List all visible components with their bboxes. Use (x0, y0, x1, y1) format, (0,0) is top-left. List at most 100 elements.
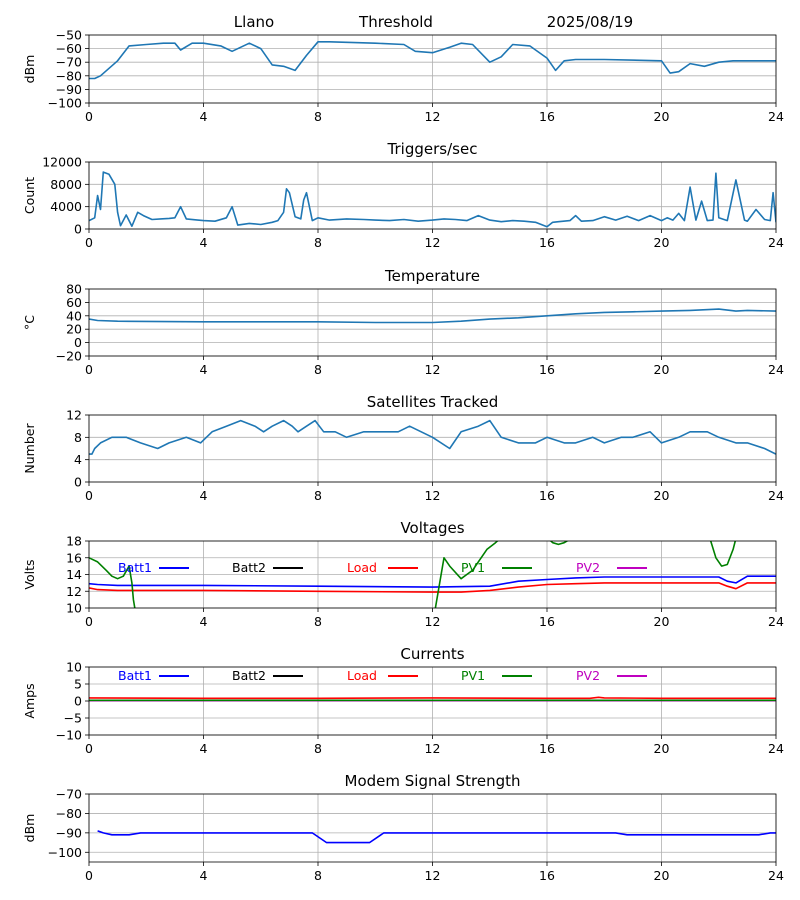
x-tick-label: 0 (85, 362, 93, 377)
series-line-modem (97, 830, 776, 844)
header-station: Llano (234, 13, 274, 31)
x-tick-label: 0 (85, 235, 93, 250)
x-tick-label: 24 (768, 614, 784, 629)
x-tick-label: 4 (200, 614, 208, 629)
panel-title: Triggers/sec (387, 140, 478, 158)
x-tick-label: 8 (314, 362, 322, 377)
y-tick-label: −100 (48, 845, 82, 860)
y-tick-label: −90 (56, 825, 82, 840)
x-tick-label: 24 (768, 235, 784, 250)
y-tick-label: 0 (74, 222, 82, 237)
axes-frame (88, 793, 777, 863)
panel-title: Modem Signal Strength (345, 772, 521, 790)
x-tick-label: 16 (539, 488, 555, 503)
y-tick-label: 0 (74, 475, 82, 490)
x-tick-label: 8 (314, 741, 322, 756)
legend-label: Batt2 (232, 668, 266, 683)
axes-frame (88, 540, 777, 609)
x-tick-label: 0 (85, 488, 93, 503)
y-tick-label: 5 (74, 677, 82, 692)
x-tick-label: 12 (425, 741, 441, 756)
legend-label: PV2 (576, 668, 600, 683)
x-tick-label: 4 (200, 109, 208, 124)
y-tick-label: −80 (56, 68, 82, 83)
y-tick-label: 12 (66, 584, 82, 599)
legend-label: Load (347, 560, 377, 575)
axes-frame (88, 666, 777, 736)
x-tick-label: 20 (654, 614, 670, 629)
x-tick-label: 20 (654, 741, 670, 756)
y-axis-label: Count (22, 177, 37, 214)
panel-title: Temperature (384, 267, 480, 285)
axes-frame (88, 161, 777, 230)
series-line-triggers (89, 171, 776, 228)
y-tick-label: 18 (66, 534, 82, 549)
x-tick-label: 8 (314, 868, 322, 883)
legend-label: PV1 (461, 560, 485, 575)
y-tick-label: 10 (66, 601, 82, 616)
legend-label: Batt1 (118, 668, 152, 683)
x-tick-label: 0 (85, 868, 93, 883)
x-tick-label: 12 (425, 362, 441, 377)
axes-frame (88, 34, 777, 104)
x-tick-label: 4 (200, 868, 208, 883)
x-tick-label: 20 (654, 488, 670, 503)
x-tick-label: 8 (314, 614, 322, 629)
panel-threshold: 0 4 8 12 16 20 24 −100−90−80−70−60−50 dBm (22, 28, 784, 125)
panel-satellites: 0 4 8 12 16 20 24 0 4 8 12 Satellites Tracked Number (22, 393, 784, 503)
y-tick-label: 4000 (50, 199, 82, 214)
x-tick-label: 16 (539, 868, 555, 883)
x-tick-label: 20 (654, 362, 670, 377)
y-tick-label: 8000 (50, 177, 82, 192)
y-tick-label: 0 (74, 694, 82, 709)
y-axis-label: dBm (22, 814, 37, 843)
x-tick-label: 20 (654, 109, 670, 124)
x-tick-label: 12 (425, 235, 441, 250)
y-tick-label: 80 (66, 282, 82, 297)
x-tick-label: 4 (200, 235, 208, 250)
y-tick-label: 40 (66, 308, 82, 323)
y-axis-label: Volts (22, 559, 37, 589)
panel-triggers: 0 4 8 12 16 20 24 0 4000 8000 12000 Triggers/sec Cou… (22, 140, 784, 250)
legend-label: Batt1 (118, 560, 152, 575)
y-tick-label: −10 (56, 728, 82, 743)
x-tick-label: 24 (768, 741, 784, 756)
series-line-satellites (89, 419, 776, 455)
series-line-threshold (89, 40, 776, 80)
y-tick-label: 60 (66, 295, 82, 310)
x-tick-label: 16 (539, 235, 555, 250)
y-tick-label: 0 (74, 335, 82, 350)
y-tick-label: −5 (64, 711, 82, 726)
y-tick-label: −80 (56, 806, 82, 821)
x-tick-label: 24 (768, 868, 784, 883)
x-tick-label: 12 (425, 488, 441, 503)
y-tick-label: 4 (74, 452, 82, 467)
x-tick-label: 12 (425, 614, 441, 629)
axes-frame (88, 414, 777, 483)
y-tick-label: 20 (66, 322, 82, 337)
x-tick-label: 4 (200, 741, 208, 756)
series-line-load (89, 582, 776, 593)
y-tick-label: 16 (66, 550, 82, 565)
x-tick-label: 4 (200, 488, 208, 503)
x-tick-label: 12 (425, 868, 441, 883)
legend-label: Batt2 (232, 560, 266, 575)
legend-label: PV1 (461, 668, 485, 683)
series-line-pv1 (89, 541, 737, 608)
y-tick-label: 10 (66, 660, 82, 675)
x-tick-label: 16 (539, 362, 555, 377)
series-line-batt1 (89, 575, 776, 588)
panel-title: Satellites Tracked (367, 393, 498, 411)
series-line-temperature (89, 308, 776, 324)
x-tick-label: 0 (85, 741, 93, 756)
y-tick-label: 14 (66, 567, 82, 582)
x-tick-label: 24 (768, 488, 784, 503)
x-tick-label: 20 (654, 235, 670, 250)
legend-label: PV2 (576, 560, 600, 575)
y-tick-label: −70 (56, 787, 82, 802)
x-tick-label: 16 (539, 109, 555, 124)
